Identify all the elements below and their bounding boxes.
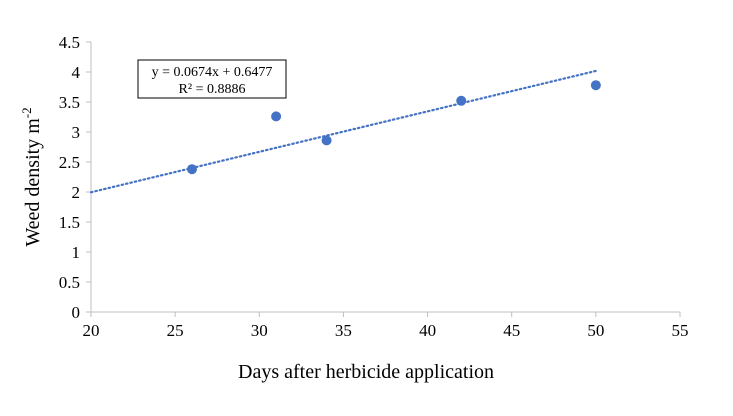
- y-tick-label: 1: [72, 243, 81, 262]
- y-tick-label: 3: [72, 123, 81, 142]
- y-tick-label: 1.5: [59, 213, 80, 232]
- y-tick-label: 0: [72, 303, 81, 322]
- y-tick-label: 4.5: [59, 33, 80, 52]
- data-points: [186, 80, 601, 175]
- equation-box: y = 0.0674x + 0.6477 R² = 0.8886: [137, 59, 287, 99]
- y-tick-label: 2.5: [59, 153, 80, 172]
- data-point: [456, 95, 467, 106]
- y-axis-title-sup: -2: [19, 107, 34, 118]
- x-tick-label: 50: [587, 321, 604, 340]
- y-tick-label: 0.5: [59, 273, 80, 292]
- y-tick-label: 3.5: [59, 93, 80, 112]
- y-tick-label: 2: [72, 183, 81, 202]
- data-point: [321, 135, 332, 146]
- data-point: [271, 111, 282, 122]
- y-axis-title: Weed density m-2: [19, 107, 44, 246]
- y-axis-title-main: Weed density m: [22, 118, 44, 247]
- x-tick-label: 30: [251, 321, 268, 340]
- x-tick-labels: 20 25 30 35 40 45 50 55: [83, 321, 689, 340]
- trendline: [89, 69, 597, 194]
- y-tick-labels: 0 0.5 1 1.5 2 2.5 3 3.5 4 4.5: [59, 33, 81, 322]
- r-squared-label: R² = 0.8886: [179, 82, 246, 97]
- data-point: [590, 80, 601, 91]
- x-tick-label: 45: [503, 321, 520, 340]
- x-tick-label: 25: [167, 321, 184, 340]
- data-point: [186, 164, 197, 175]
- x-tick-label: 40: [419, 321, 436, 340]
- x-tick-label: 20: [83, 321, 100, 340]
- y-tick-label: 4: [72, 63, 81, 82]
- x-axis-title: Days after herbicide application: [238, 361, 494, 383]
- x-tick-label: 35: [335, 321, 352, 340]
- x-tick-label: 55: [672, 321, 689, 340]
- chart-axes: [86, 41, 681, 317]
- equation-label: y = 0.0674x + 0.6477: [152, 65, 273, 80]
